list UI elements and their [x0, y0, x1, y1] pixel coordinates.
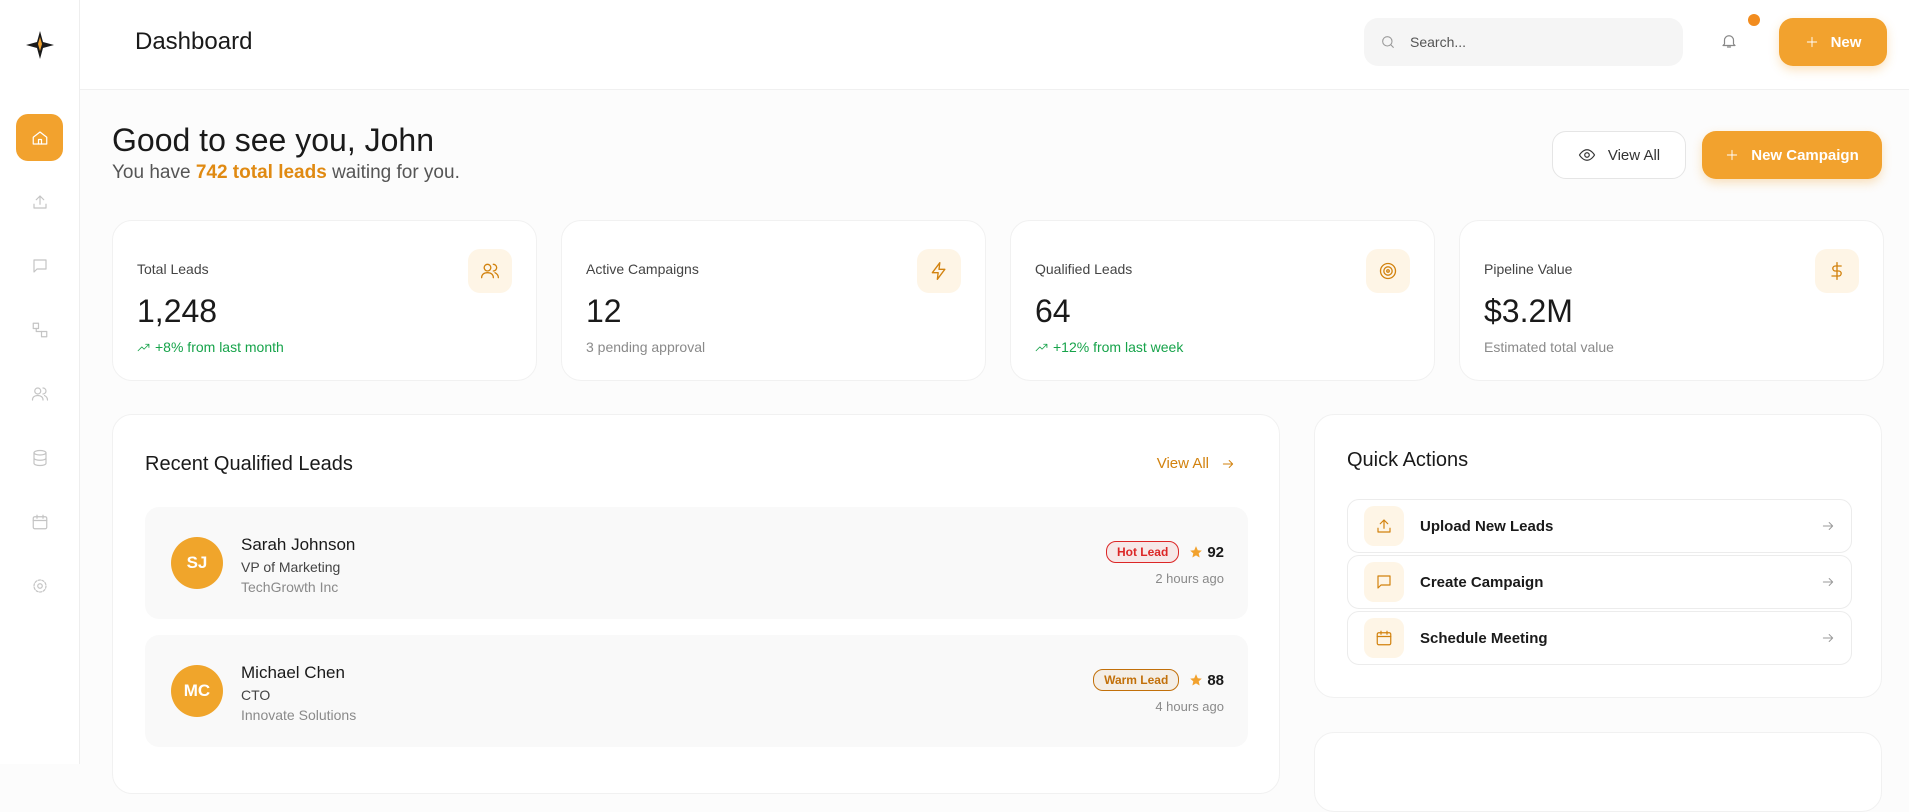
stat-label: Total Leads: [137, 261, 209, 277]
lead-row[interactable]: MC Michael Chen CTO Innovate Solutions W…: [145, 635, 1248, 747]
stat-note: Estimated total value: [1484, 339, 1614, 355]
greeting-title: Good to see you, John: [112, 122, 434, 158]
stat-value: 12: [586, 293, 622, 329]
lead-meta: Warm Lead 88: [1093, 669, 1224, 691]
action-label: Create Campaign: [1420, 573, 1544, 591]
quick-action[interactable]: Upload New Leads: [1347, 499, 1852, 553]
topbar: Dashboard Search... New: [80, 0, 1909, 90]
subtitle-suffix: waiting for you.: [332, 162, 460, 183]
nav-database[interactable]: [16, 434, 63, 481]
stat-note: 3 pending approval: [586, 339, 706, 355]
lead-role: CTO: [241, 687, 271, 703]
notifications[interactable]: [1720, 32, 1738, 55]
leads-view-all-label: View All: [1156, 455, 1209, 472]
quick-action[interactable]: Schedule Meeting: [1347, 611, 1852, 665]
new-button[interactable]: New: [1779, 18, 1887, 66]
stat-note: +8% from last month: [155, 339, 284, 355]
greeting-subtitle: You have 742 total leads waiting for you…: [112, 162, 460, 184]
logo: [26, 31, 54, 59]
lead-score-row: 88: [1189, 672, 1224, 689]
lead-score: 92: [1207, 543, 1224, 561]
lead-role: VP of Marketing: [241, 559, 341, 575]
action-arrow: [1822, 522, 1834, 530]
quick-action[interactable]: Create Campaign: [1347, 555, 1852, 609]
lead-name: Michael Chen: [241, 663, 345, 682]
stat-value: $3.2M: [1484, 293, 1573, 329]
stat-icon: [1815, 249, 1859, 293]
lead-row[interactable]: SJ Sarah Johnson VP of Marketing TechGro…: [145, 507, 1248, 619]
action-icon: [1364, 618, 1404, 658]
stat-note-row: Estimated total value: [1484, 339, 1614, 355]
stat-icon: [917, 249, 961, 293]
nav-workflows[interactable]: [16, 306, 63, 353]
search-box[interactable]: Search...: [1364, 18, 1683, 66]
lead-score: 88: [1207, 671, 1224, 689]
panel-title: Recent Qualified Leads: [145, 453, 353, 475]
leads-view-all[interactable]: View All: [1157, 455, 1235, 472]
stat-value: 64: [1035, 293, 1071, 329]
leads-highlight: 742 total leads: [195, 162, 327, 183]
lead-tag: Hot Lead: [1105, 541, 1180, 563]
stat-note-row: +8% from last month: [137, 339, 284, 355]
lead-avatar: SJ: [171, 537, 223, 589]
stat-note-row: 3 pending approval: [586, 339, 705, 355]
stat-card: Qualified Leads 64 +12% from last week: [1010, 220, 1435, 381]
stat-card: Pipeline Value $3.2M Estimated total val…: [1459, 220, 1884, 381]
nav-calendar[interactable]: [16, 498, 63, 545]
stat-label: Pipeline Value: [1484, 261, 1573, 277]
view-all-label: View All: [1607, 146, 1661, 164]
lead-company: Innovate Solutions: [241, 707, 357, 723]
action-arrow: [1822, 634, 1834, 642]
lead-tag: Warm Lead: [1093, 669, 1180, 691]
action-icon: [1364, 506, 1404, 546]
panel-title: Quick Actions: [1347, 449, 1469, 471]
stat-label: Qualified Leads: [1035, 261, 1133, 277]
nav-upload[interactable]: [16, 178, 63, 225]
lead-avatar: MC: [171, 665, 223, 717]
new-button-label: New: [1830, 33, 1862, 51]
new-campaign-label: New Campaign: [1751, 146, 1859, 164]
action-icon: [1364, 562, 1404, 602]
new-campaign-button[interactable]: New Campaign: [1702, 131, 1882, 179]
page-title: Dashboard: [135, 28, 253, 55]
search-placeholder: Search...: [1410, 34, 1467, 50]
lead-time: 2 hours ago: [1155, 571, 1224, 586]
lead-name: Sarah Johnson: [241, 535, 356, 554]
lead-meta: Hot Lead 92: [1105, 541, 1224, 563]
stat-note: +12% from last week: [1053, 339, 1184, 355]
panel: [1314, 732, 1882, 812]
sidebar: [0, 0, 80, 764]
lead-time: 4 hours ago: [1155, 699, 1224, 714]
view-all-button[interactable]: View All: [1552, 131, 1686, 179]
stat-icon: [468, 249, 512, 293]
notification-dot: [1748, 14, 1760, 26]
subtitle-prefix: You have: [112, 162, 191, 183]
nav-messages[interactable]: [16, 242, 63, 289]
stat-card: Total Leads 1,248 +8% from last month: [112, 220, 537, 381]
quick-actions-panel: Quick Actions Upload New Leads Create Ca…: [1314, 414, 1882, 698]
lead-score-row: 92: [1189, 544, 1224, 561]
stat-note-row: +12% from last week: [1035, 339, 1183, 355]
stat-icon: [1366, 249, 1410, 293]
action-arrow: [1822, 578, 1834, 586]
nav-home[interactable]: [16, 114, 63, 161]
nav-settings[interactable]: [16, 562, 63, 609]
stat-card: Active Campaigns 12 3 pending approval: [561, 220, 986, 381]
nav-contacts[interactable]: [16, 370, 63, 417]
lead-company: TechGrowth Inc: [241, 579, 339, 595]
stat-value: 1,248: [137, 293, 218, 329]
stat-label: Active Campaigns: [586, 261, 699, 277]
recent-leads-panel: Recent Qualified Leads View All SJ Sarah…: [112, 414, 1280, 794]
action-label: Upload New Leads: [1420, 517, 1554, 535]
action-label: Schedule Meeting: [1420, 629, 1548, 647]
